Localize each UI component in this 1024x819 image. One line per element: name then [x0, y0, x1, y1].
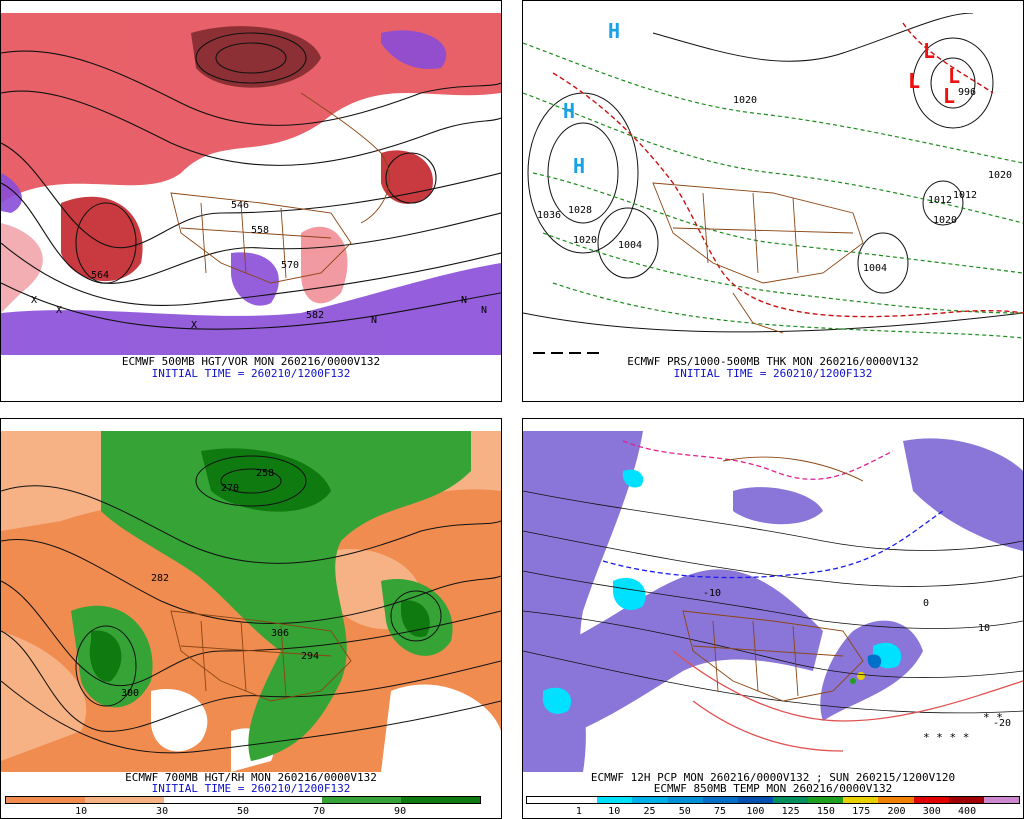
- colorbar-tick: 150: [816, 806, 835, 817]
- colorbar-swatch: [983, 797, 1019, 803]
- contour-label: 258: [256, 468, 274, 479]
- svg-text:X: X: [31, 295, 37, 306]
- colorbar-swatch: [843, 797, 879, 803]
- colorbar-swatch: [401, 797, 480, 803]
- colorbar-tick: 30: [156, 806, 169, 817]
- contour-label: 306: [271, 628, 289, 639]
- caption-700mb: ECMWF 700MB HGT/RH MON 260216/0000V132: [125, 771, 377, 784]
- initial-time-500mb: INITIAL TIME = 260210/1200F132: [151, 367, 351, 380]
- isobar-label: 1020: [573, 235, 597, 246]
- colorbar-swatch: [808, 797, 844, 803]
- contour-label: 582: [306, 310, 324, 321]
- svg-text:X: X: [191, 320, 197, 331]
- colorbar-swatch: [913, 797, 949, 803]
- caption-precip: ECMWF 12H PCP MON 260216/0000V132 ; SUN …: [590, 771, 956, 784]
- temp-label: -20: [993, 718, 1011, 729]
- contour-label: 570: [281, 260, 299, 271]
- colorbar-swatch: [948, 797, 984, 803]
- map-500mb-vorticity: X X X N N N 546 558 570 582 564: [1, 13, 501, 355]
- colorbar-tick: 300: [922, 806, 941, 817]
- colorbar-swatch: [6, 797, 85, 803]
- colorbar-swatch: [772, 797, 809, 803]
- colorbar-swatch: [632, 797, 668, 803]
- contour-label: 546: [231, 200, 249, 211]
- temp-label: -10: [703, 588, 721, 599]
- colorbar-tick: 90: [394, 806, 407, 817]
- contour-label: 270: [221, 483, 239, 494]
- colorbar-tick: 400: [958, 806, 977, 817]
- colorbar-tick: 10: [608, 806, 621, 817]
- low-center: L: [948, 64, 960, 88]
- colorbar-swatch: [164, 797, 243, 803]
- svg-text:* *: * *: [983, 711, 1003, 724]
- colorbar-tick: 50: [678, 806, 691, 817]
- colorbar-swatch: [322, 797, 401, 803]
- contour-label: 564: [91, 270, 109, 281]
- svg-text:X: X: [56, 305, 62, 316]
- map-precip-850mb-temp: -10 0 10 -20 * * * * * *: [523, 431, 1023, 772]
- colorbar-tick: 100: [746, 806, 765, 817]
- colorbar-relative-humidity: [5, 796, 481, 804]
- isobar-label: 1020: [933, 215, 957, 226]
- colorbar-tick: 25: [643, 806, 656, 817]
- contour-label: 300: [121, 688, 139, 699]
- high-center: H: [608, 19, 620, 43]
- svg-text:N: N: [461, 295, 467, 306]
- isobar-label: 1004: [618, 240, 642, 251]
- colorbar-tick: 200: [887, 806, 906, 817]
- colorbar-precipitation: [526, 796, 1020, 804]
- initial-time-700mb: INITIAL TIME = 260210/1200F132: [151, 782, 351, 795]
- colorbar-swatch: [562, 797, 598, 803]
- colorbar-swatch: [527, 797, 563, 803]
- isobar-label: 1004: [863, 263, 887, 274]
- low-center: L: [943, 84, 955, 108]
- svg-text:N: N: [371, 315, 377, 326]
- colorbar-swatch: [878, 797, 914, 803]
- map-sea-level-pressure: H H H L L L L 1036 1028 1020 1004 1012 1…: [523, 13, 1023, 355]
- contour-label: 294: [301, 651, 319, 662]
- svg-text:N: N: [481, 305, 487, 316]
- colorbar-swatch: [737, 797, 773, 803]
- colorbar-tick: 175: [852, 806, 871, 817]
- colorbar-tick: 70: [313, 806, 326, 817]
- colorbar-swatch: [667, 797, 703, 803]
- map-700mb-relative-humidity: 306 294 282 270 300 258: [1, 431, 501, 772]
- isobar-label: 1028: [568, 205, 592, 216]
- isobar-label: 1036: [537, 210, 561, 221]
- colorbar-tick: 10: [75, 806, 88, 817]
- high-center: H: [573, 154, 585, 178]
- svg-text:* * * *: * * * *: [923, 731, 969, 744]
- initial-time-pressure: INITIAL TIME = 260210/1200F132: [673, 367, 873, 380]
- isobar-label: 1020: [733, 95, 757, 106]
- colorbar-tick: 75: [714, 806, 727, 817]
- isobar-label: 1020: [988, 170, 1012, 181]
- colorbar-swatch: [243, 797, 322, 803]
- colorbar-tick: 125: [781, 806, 800, 817]
- temp-label: 10: [978, 623, 990, 634]
- contour-label: 558: [251, 225, 269, 236]
- caption-500mb: ECMWF 500MB HGT/VOR MON 260216/0000V132: [121, 355, 381, 368]
- temp-label: 0: [923, 598, 929, 609]
- isobar-label: 1012: [953, 190, 977, 201]
- colorbar-swatch: [597, 797, 633, 803]
- low-center: L: [923, 39, 935, 63]
- high-center: H: [563, 99, 575, 123]
- colorbar-tick: 50: [236, 806, 250, 817]
- colorbar-swatch: [85, 797, 164, 803]
- caption-pressure: ECMWF PRS/1000-500MB THK MON 260216/0000…: [627, 355, 919, 368]
- isobar-label: 1012: [928, 195, 952, 206]
- caption-850mb-temp: ECMWF 850MB TEMP MON 260216/0000V132: [653, 782, 893, 795]
- contour-label: 282: [151, 573, 169, 584]
- low-center: L: [908, 69, 920, 93]
- colorbar-swatch: [702, 797, 738, 803]
- colorbar-tick: 1: [575, 806, 582, 817]
- isobar-label: 996: [958, 87, 976, 98]
